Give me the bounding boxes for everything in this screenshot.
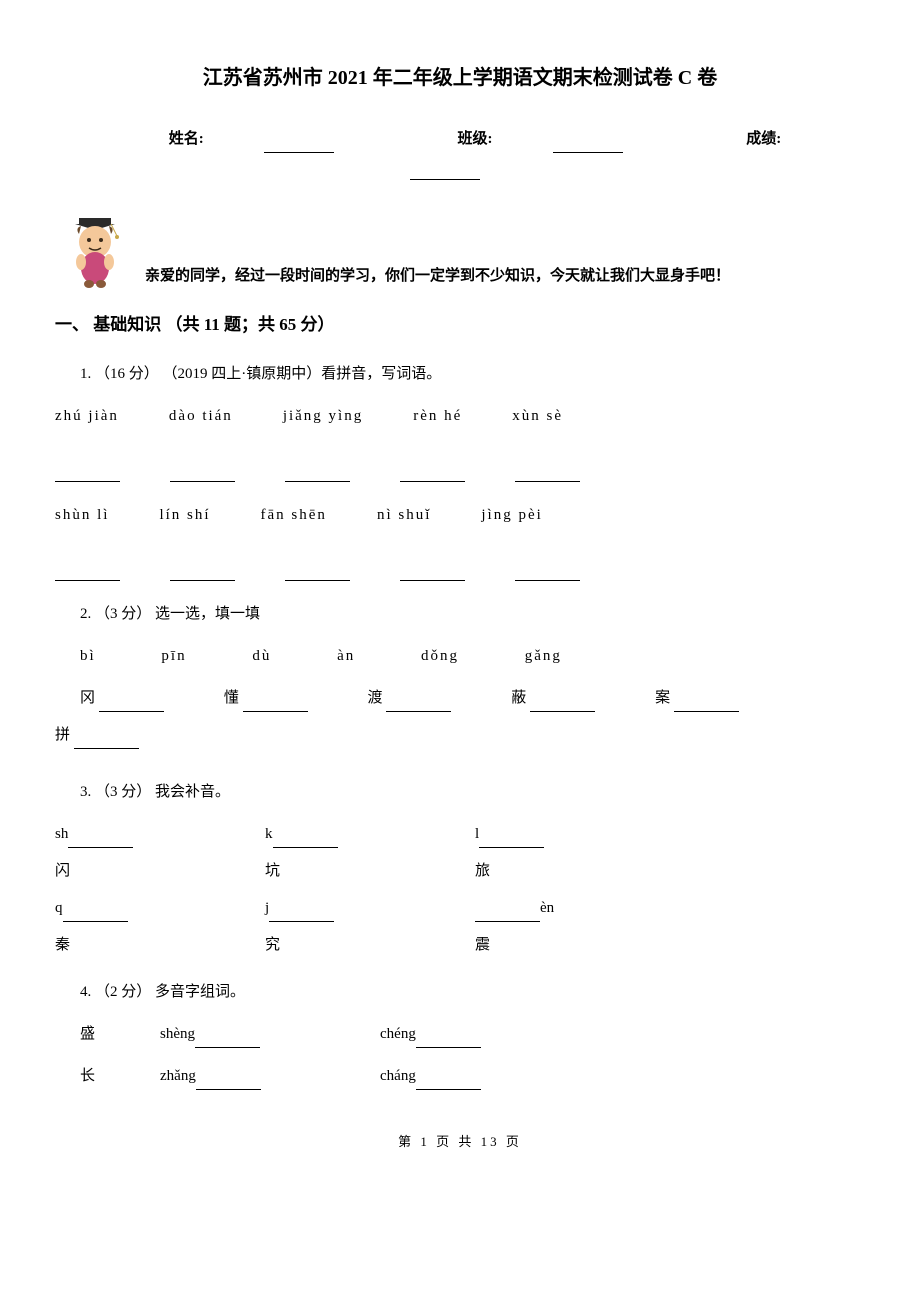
pinyin-option: dǒng	[421, 648, 459, 664]
answer-blank[interactable]	[386, 697, 451, 712]
answer-blank[interactable]	[243, 697, 308, 712]
q4-pinyin: zhǎng	[160, 1068, 196, 1084]
score-label: 成绩:	[746, 131, 781, 147]
answer-blank[interactable]	[63, 907, 128, 922]
answer-blank[interactable]	[475, 907, 540, 922]
answer-blank[interactable]	[674, 697, 739, 712]
q2-char: 拼	[55, 727, 70, 743]
q3-row-2-phon: q j èn	[55, 895, 865, 922]
q3-final: èn	[540, 900, 554, 916]
page-title: 江苏省苏州市 2021 年二年级上学期语文期末检测试卷 C 卷	[55, 60, 865, 96]
answer-blank[interactable]	[515, 566, 580, 581]
class-label: 班级:	[458, 131, 493, 147]
q2-char: 冈	[80, 690, 95, 706]
answer-blank[interactable]	[479, 833, 544, 848]
score-blank[interactable]	[410, 165, 480, 180]
pinyin-cell: rèn hé	[413, 403, 462, 430]
answer-blank[interactable]	[269, 907, 334, 922]
question-4: 4. （2 分） 多音字组词。	[80, 979, 865, 1006]
answer-blank[interactable]	[285, 467, 350, 482]
q3-char: 秦	[55, 932, 265, 959]
q3-row-1-char: 闪 坑 旅	[55, 858, 865, 885]
q3-initial: q	[55, 900, 63, 916]
answer-blank[interactable]	[285, 566, 350, 581]
answer-blank[interactable]	[170, 467, 235, 482]
pinyin-option: pīn	[161, 648, 186, 664]
answer-blank[interactable]	[515, 467, 580, 482]
section-1-header: 一、 基础知识 （共 11 题；共 65 分）	[55, 310, 865, 341]
pinyin-cell: lín shí	[159, 502, 210, 529]
pinyin-option: gǎng	[525, 648, 562, 664]
class-blank[interactable]	[553, 138, 623, 153]
answer-blank[interactable]	[99, 697, 164, 712]
q3-char: 究	[265, 932, 475, 959]
intro-row: 亲爱的同学，经过一段时间的学习，你们一定学到不少知识，今天就让我们大显身手吧！	[55, 210, 865, 290]
q1-pinyin-row-2: shùn lì lín shí fān shēn nì shuǐ jìng pè…	[55, 502, 865, 529]
q2-pinyin-row: bì pīn dù àn dǒng gǎng	[80, 643, 865, 670]
q3-char: 震	[475, 932, 685, 959]
question-1: 1. （16 分） （2019 四上·镇原期中）看拼音，写词语。	[80, 361, 865, 388]
q4-row-1: 盛 shèng chéng	[80, 1021, 865, 1048]
page-footer: 第 1 页 共 13 页	[55, 1130, 865, 1153]
name-label: 姓名:	[169, 131, 204, 147]
q2-fill-row: 冈 懂 渡 蔽 案 拼	[55, 685, 865, 759]
pinyin-cell: zhú jiàn	[55, 403, 119, 430]
q4-pinyin: chéng	[380, 1026, 416, 1042]
answer-blank[interactable]	[55, 467, 120, 482]
q3-char: 坑	[265, 858, 475, 885]
answer-blank[interactable]	[400, 467, 465, 482]
q4-pinyin: shèng	[160, 1026, 195, 1042]
question-2: 2. （3 分） 选一选，填一填	[80, 601, 865, 628]
answer-blank[interactable]	[416, 1075, 481, 1090]
answer-blank[interactable]	[74, 734, 139, 749]
q3-initial: sh	[55, 826, 68, 842]
answer-blank[interactable]	[530, 697, 595, 712]
q1-pinyin-row-1: zhú jiàn dào tián jiǎng yìng rèn hé xùn …	[55, 403, 865, 430]
intro-text: 亲爱的同学，经过一段时间的学习，你们一定学到不少知识，今天就让我们大显身手吧！	[145, 263, 865, 290]
q2-char: 案	[655, 690, 670, 706]
pinyin-cell: jiǎng yìng	[283, 403, 363, 430]
answer-blank[interactable]	[196, 1075, 261, 1090]
pinyin-cell: nì shuǐ	[377, 502, 431, 529]
pinyin-option: àn	[337, 648, 355, 664]
q2-char: 懂	[224, 690, 239, 706]
question-3: 3. （3 分） 我会补音。	[80, 779, 865, 806]
q4-pinyin: cháng	[380, 1068, 416, 1084]
answer-blank[interactable]	[416, 1033, 481, 1048]
q4-char: 盛	[80, 1021, 160, 1048]
pinyin-cell: jìng pèi	[481, 502, 542, 529]
q4-char: 长	[80, 1063, 160, 1090]
q2-char: 蔽	[511, 690, 526, 706]
mascot-icon	[55, 210, 135, 290]
answer-blank[interactable]	[273, 833, 338, 848]
q3-initial: k	[265, 826, 273, 842]
name-blank[interactable]	[264, 138, 334, 153]
q1-blank-row-1	[55, 455, 865, 482]
q1-blank-row-2	[55, 554, 865, 581]
q4-row-2: 长 zhǎng cháng	[80, 1063, 865, 1090]
answer-blank[interactable]	[55, 566, 120, 581]
pinyin-cell: dào tián	[169, 403, 233, 430]
pinyin-option: dù	[252, 648, 271, 664]
answer-blank[interactable]	[400, 566, 465, 581]
pinyin-option: bì	[80, 648, 96, 664]
pinyin-cell: fān shēn	[261, 502, 327, 529]
q3-row-1-phon: sh k l	[55, 821, 865, 848]
answer-blank[interactable]	[170, 566, 235, 581]
pinyin-cell: xùn sè	[512, 403, 563, 430]
q3-char: 闪	[55, 858, 265, 885]
pinyin-cell: shùn lì	[55, 502, 109, 529]
q2-char: 渡	[368, 690, 383, 706]
answer-blank[interactable]	[68, 833, 133, 848]
student-info-row: 姓名: 班级: 成绩:	[55, 126, 865, 180]
q3-row-2-char: 秦 究 震	[55, 932, 865, 959]
answer-blank[interactable]	[195, 1033, 260, 1048]
q3-char: 旅	[475, 858, 685, 885]
